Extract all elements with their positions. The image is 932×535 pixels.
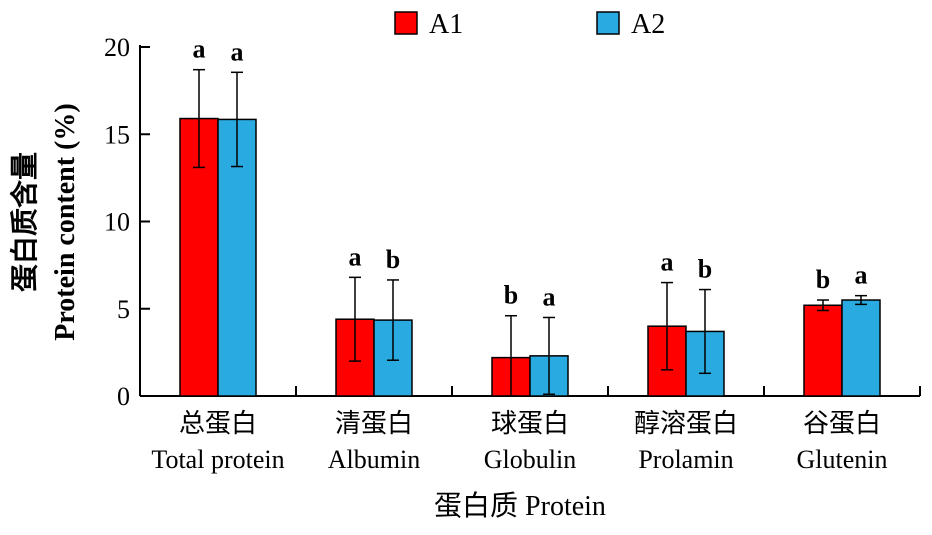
y-tick-label: 5 (117, 295, 130, 324)
significance-label: b (816, 265, 830, 294)
legend: A1 A2 (394, 9, 665, 40)
y-tick-label: 0 (117, 382, 130, 411)
x-axis-title: 蛋白质 Protein (434, 490, 606, 522)
x-category-label-zh: 清蛋白 (335, 409, 413, 438)
significance-label: a (855, 261, 868, 290)
significance-label: b (698, 255, 712, 284)
x-category-label-en: Prolamin (638, 445, 733, 474)
bar-a2 (841, 299, 881, 397)
significance-label: a (661, 248, 674, 277)
y-axis-title-zh: 蛋白质含量 (8, 152, 41, 292)
legend-swatch-a2 (596, 11, 620, 35)
x-axis: 总蛋白 Total protein 清蛋白 Albumin 球蛋白 Globulin 醇溶蛋… (140, 386, 921, 474)
x-category-label-zh: 醇溶蛋白 (634, 409, 738, 438)
y-tick-label: 10 (104, 208, 130, 237)
significance-label: b (504, 281, 518, 310)
significance-label: a (231, 37, 244, 66)
x-category-label-en: Total protein (151, 445, 284, 474)
legend-label-a2: A2 (631, 9, 665, 40)
significance-label: a (349, 242, 362, 271)
x-category-label-zh: 谷蛋白 (803, 409, 881, 438)
significance-label: a (193, 35, 206, 64)
y-tick-label: 20 (104, 33, 130, 62)
significance-label: a (543, 282, 556, 311)
x-category-label-en: Albumin (328, 445, 420, 474)
significance-label: b (386, 245, 400, 274)
y-axis: 0 5 10 15 20 (104, 33, 150, 411)
x-category-label-en: Glutenin (797, 445, 888, 474)
x-category-label-zh: 总蛋白 (179, 409, 257, 438)
legend-label-a1: A1 (429, 9, 463, 40)
legend-swatch-a1 (394, 11, 418, 35)
x-category-label-zh: 球蛋白 (491, 409, 569, 438)
x-category-label-en: Globulin (484, 445, 576, 474)
bar-a1 (803, 304, 843, 397)
y-tick-label: 15 (104, 120, 130, 149)
y-axis-title-en: Protein content (%) (50, 103, 81, 340)
